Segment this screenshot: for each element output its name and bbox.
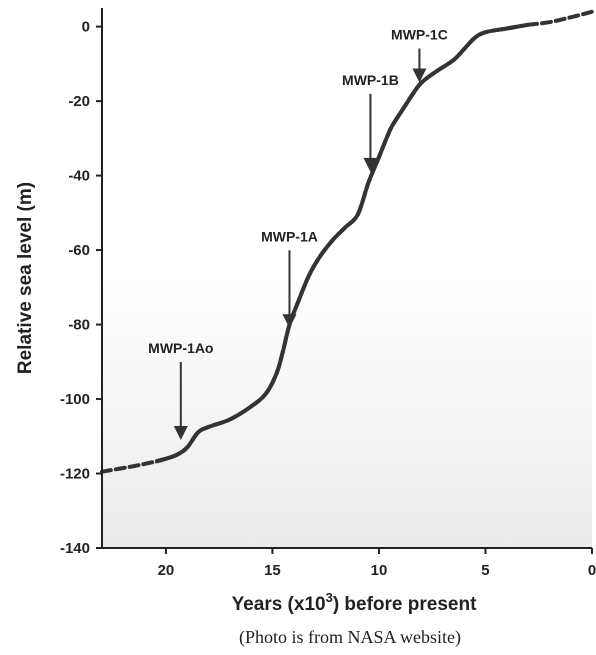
annotation-layer: MWP-1Ao MWP-1A MWP-1B MWP-1C (148, 26, 448, 440)
x-axis-title-rest: ) before present (333, 594, 477, 615)
x-axis-title: Years (x103) before present (232, 590, 478, 615)
y-tick-label: -40 (68, 168, 90, 185)
series-layer (100, 9, 594, 474)
x-axis-title-superscript: 3 (326, 590, 333, 605)
x-tick-label: 5 (481, 562, 489, 579)
y-axis-ticks: 0 -20 -40 -60 -80 -100 -120 -140 (60, 19, 102, 557)
x-axis-ticks: 20 15 10 5 0 (158, 548, 596, 579)
photo-credit-caption: (Photo is from NASA website) (239, 627, 461, 648)
y-tick-label: -20 (68, 93, 90, 110)
annotation-label: MWP-1B (342, 72, 399, 88)
annotation-arrow-head (282, 314, 297, 329)
annotation-label: MWP-1Ao (148, 340, 213, 356)
annotation-arrow-head (173, 426, 188, 440)
x-tick-label: 20 (158, 562, 175, 579)
x-axis-title-main: Years (x10 (232, 594, 326, 615)
x-tick-label: 0 (588, 562, 596, 579)
y-axis-title: Relative sea level (m) (15, 182, 36, 374)
x-tick-label: 15 (264, 562, 281, 579)
annotation-label: MWP-1C (391, 26, 448, 42)
y-tick-label: 0 (82, 19, 90, 36)
annotation-label: MWP-1A (261, 228, 318, 244)
sea-level-curve (155, 22, 529, 464)
annotation-arrow-head (412, 68, 427, 83)
plot-area (102, 8, 592, 548)
x-tick-label: 10 (371, 562, 388, 579)
y-tick-label: -80 (68, 317, 90, 334)
y-tick-label: -140 (60, 540, 90, 557)
annotation-arrow-head (363, 157, 378, 172)
y-tick-label: -60 (68, 242, 90, 259)
y-tick-label: -120 (60, 466, 90, 483)
sea-level-curve-dashed (526, 9, 594, 27)
y-tick-label: -100 (60, 391, 90, 408)
